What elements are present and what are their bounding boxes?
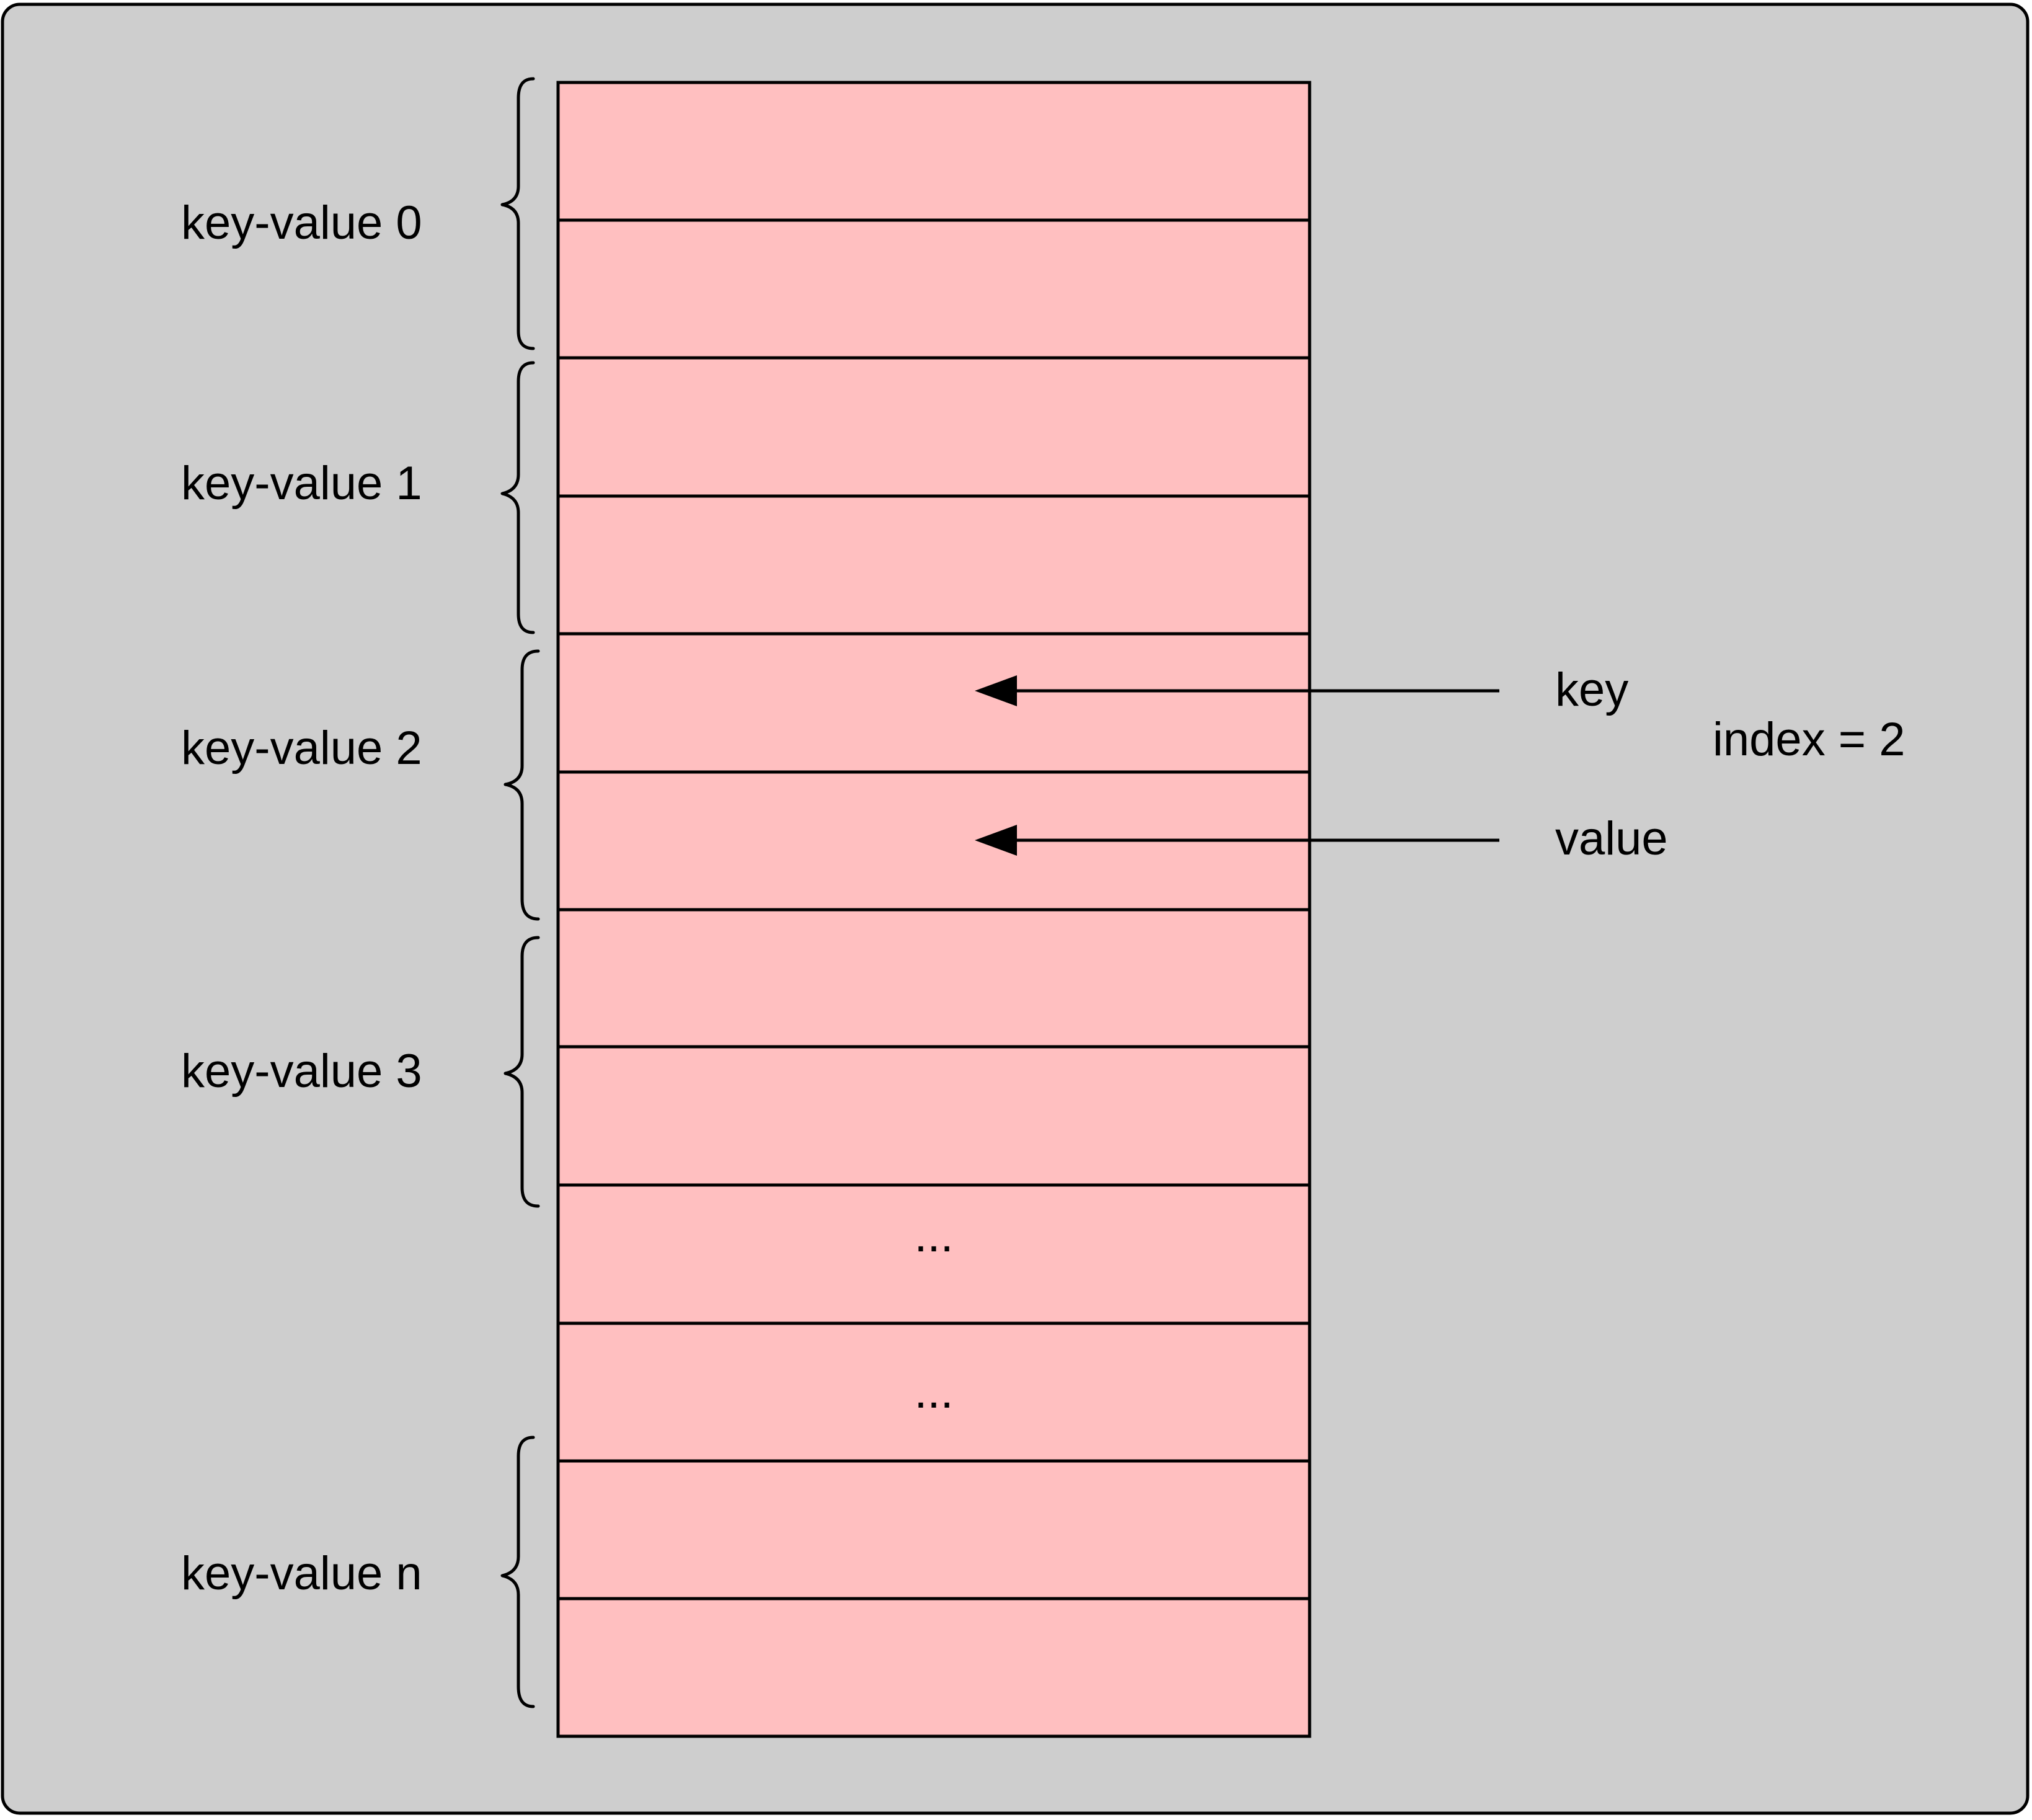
pointer-labels: key value index = 2 [1555,664,1906,865]
index-label: index = 2 [1713,713,1906,766]
ellipsis-labels: ... ... [914,1209,953,1418]
ellipsis-label: ... [914,1209,953,1262]
brace-key-value-1 [500,361,535,634]
key-arrow-head [975,675,1017,706]
pointer-arrows [975,675,1499,856]
brace-key-value-2 [504,649,540,921]
key-pointer-label: key [1555,664,1628,716]
group-label-1: key-value 1 [181,457,422,510]
ellipsis-label: ... [914,1365,953,1418]
brace-key-value-n [500,1436,535,1708]
group-label-2: key-value 2 [181,722,422,775]
brace-key-value-3 [504,936,540,1208]
value-arrow-head [975,825,1017,856]
group-label-n: key-value n [181,1547,422,1600]
group-label-0: key-value 0 [181,197,422,249]
brace-key-value-0 [500,77,535,350]
group-braces [500,77,540,1708]
group-label-3: key-value 3 [181,1045,422,1098]
group-labels: key-value 0 key-value 1 key-value 2 key-… [181,197,422,1600]
cell-dividers [558,218,1310,1600]
value-pointer-label: value [1555,812,1668,865]
